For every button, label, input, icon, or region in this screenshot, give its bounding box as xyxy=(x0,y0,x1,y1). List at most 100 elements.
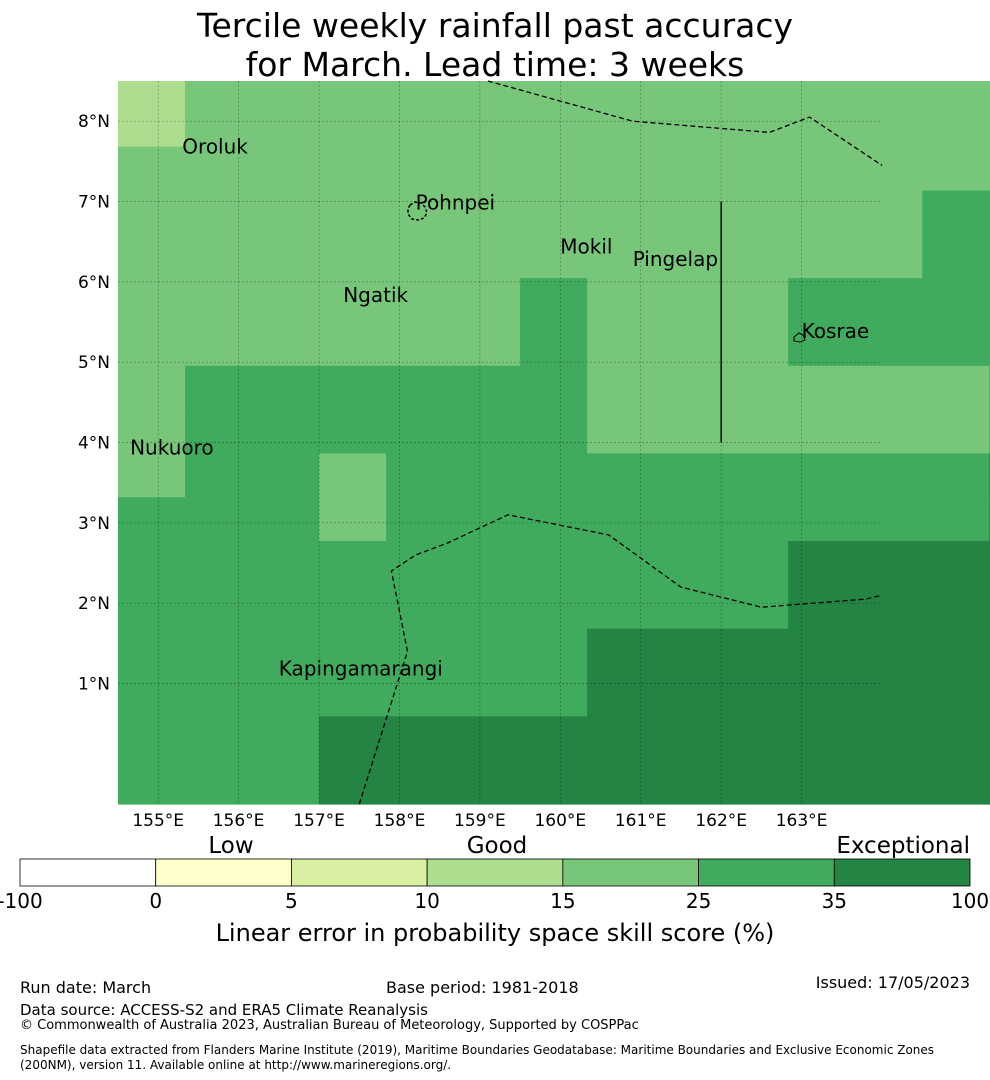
colorbar-category-good: Good xyxy=(467,833,528,859)
graticule xyxy=(118,81,882,804)
grid-cell xyxy=(453,541,521,586)
grid-cell xyxy=(185,81,253,104)
grid-cell xyxy=(721,365,789,411)
grid-cell xyxy=(118,584,186,630)
grid-cell xyxy=(587,584,655,630)
grid-cell xyxy=(185,365,253,411)
place-label: Oroluk xyxy=(182,134,248,158)
grid-cell xyxy=(386,541,454,586)
grid-cell xyxy=(252,628,320,674)
grid-cell xyxy=(520,321,588,367)
grid-cell xyxy=(319,81,387,104)
grid-cell xyxy=(587,190,655,235)
grid-cell xyxy=(922,716,990,761)
grid-cell xyxy=(252,365,320,411)
grid-cell xyxy=(922,278,990,323)
grid-cell xyxy=(587,146,655,192)
colorbar-swatch xyxy=(833,858,971,887)
grid-cell xyxy=(855,190,923,235)
lat-tick-label: 7°N xyxy=(78,193,110,213)
grid-cell xyxy=(587,365,655,411)
grid-cell xyxy=(252,102,320,148)
grid-cell xyxy=(654,146,722,192)
lon-tick-label: 161°E xyxy=(615,811,667,831)
lon-tick-label: 156°E xyxy=(213,811,265,831)
chart-title: Tercile weekly rainfall past accuracy fo… xyxy=(0,6,990,84)
grid-cell xyxy=(252,409,320,455)
grid-cell xyxy=(185,716,253,761)
place-label: Kosrae xyxy=(802,319,870,343)
grid-cell xyxy=(654,453,722,498)
grid-cell xyxy=(855,409,923,455)
maritime-boundaries xyxy=(358,80,883,805)
lon-tick-label: 162°E xyxy=(695,811,747,831)
grid-cell xyxy=(118,716,186,761)
grid-cell xyxy=(855,81,923,104)
grid-cell xyxy=(721,760,789,805)
colorbar-tick-label: 10 xyxy=(414,889,439,913)
grid-cell xyxy=(185,234,253,279)
grid-cell xyxy=(252,760,320,805)
grid-cell xyxy=(788,365,856,411)
grid-cell xyxy=(654,628,722,674)
grid-cell xyxy=(654,102,722,148)
grid-cell xyxy=(788,497,856,542)
grid-cell xyxy=(185,278,253,323)
grid-cell xyxy=(453,584,521,630)
colorbar-ticks: -100 0 5 10 15 25 35 100 xyxy=(0,889,989,913)
grid-cell xyxy=(922,81,990,104)
grid-cell xyxy=(118,278,186,323)
grid-cell xyxy=(721,672,789,717)
grid-cell xyxy=(721,190,789,235)
grid-cell xyxy=(118,541,186,586)
place-labels: Oroluk Pohnpei Mokil Pingelap Ngatik Kosrae Nu… xyxy=(130,134,869,680)
colorbar-tick-label: 0 xyxy=(149,889,162,913)
grid-cell xyxy=(453,146,521,192)
grid-cell xyxy=(319,321,387,367)
colorbar-axis-label: Linear error in probability space skill … xyxy=(216,919,775,947)
grid-cell xyxy=(654,365,722,411)
grid-cell xyxy=(922,584,990,630)
grid-cell xyxy=(386,365,454,411)
grid-cell xyxy=(386,628,454,674)
grid-cell xyxy=(185,409,253,455)
grid-cell xyxy=(252,278,320,323)
colorbar-swatch xyxy=(426,858,564,887)
lon-tick-label: 163°E xyxy=(776,811,828,831)
grid-cell xyxy=(587,760,655,805)
grid-cell xyxy=(587,497,655,542)
eez-boundary-line xyxy=(487,80,883,166)
lat-tick-label: 5°N xyxy=(78,353,110,373)
grid-cell xyxy=(587,278,655,323)
grid-cell xyxy=(520,584,588,630)
grid-cell xyxy=(453,102,521,148)
grid-cell xyxy=(319,628,387,674)
grid-cell xyxy=(654,278,722,323)
grid-cell xyxy=(855,321,923,367)
grid-cell xyxy=(855,628,923,674)
grid-cell xyxy=(855,102,923,148)
lat-tick-label: 4°N xyxy=(78,434,110,454)
grid-cell xyxy=(453,81,521,104)
grid-cell xyxy=(520,365,588,411)
grid-cell xyxy=(788,146,856,192)
grid-cell xyxy=(721,146,789,192)
grid-cell xyxy=(587,628,655,674)
grid-cell xyxy=(855,584,923,630)
base-period: Base period: 1981-2018 xyxy=(386,978,579,997)
grid-cell xyxy=(788,278,856,323)
grid-cell xyxy=(252,146,320,192)
colorbar-tick-label: -100 xyxy=(0,889,43,913)
colorbar-swatch xyxy=(155,858,292,887)
grid-cell xyxy=(118,321,186,367)
grid-cell xyxy=(185,760,253,805)
grid-cell xyxy=(185,497,253,542)
lat-tick-label: 1°N xyxy=(78,675,110,695)
grid-cell xyxy=(386,234,454,279)
grid-cell xyxy=(922,102,990,148)
grid-cell xyxy=(520,234,588,279)
grid-cell xyxy=(855,146,923,192)
grid-cell xyxy=(922,409,990,455)
pohnpei-island-icon xyxy=(407,201,428,221)
place-label: Kapingamarangi xyxy=(279,657,443,681)
